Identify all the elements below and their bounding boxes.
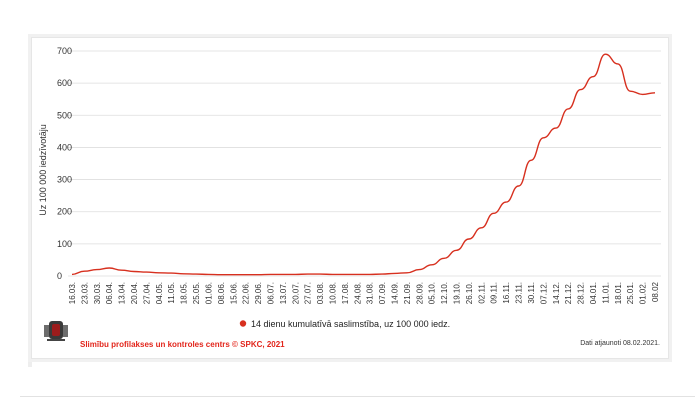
x-tick-label: 08.02 — [651, 281, 660, 302]
divider — [20, 396, 695, 397]
series-line — [71, 53, 656, 276]
x-tick-label: 25.05. — [192, 282, 201, 304]
x-tick-label: 16.03. — [68, 282, 77, 304]
y-tick-labels: 0 100 200 300 400 500 600 700 — [57, 46, 72, 281]
x-tick-label: 14.12. — [552, 282, 561, 304]
y-tick-label: 500 — [57, 110, 72, 120]
x-tick-label: 28.09. — [415, 282, 424, 304]
x-tick-label: 29.06. — [254, 282, 263, 304]
x-tick-label: 11.01. — [601, 282, 610, 304]
x-tick-label: 20.04. — [130, 282, 139, 304]
y-tick-label: 400 — [57, 142, 72, 152]
x-tick-label: 09.11. — [490, 282, 499, 304]
x-tick-label: 11.05. — [167, 282, 176, 304]
x-tick-label: 13.07. — [279, 282, 288, 304]
x-tick-label: 20.07. — [291, 282, 300, 304]
source-credit: Slimību profilakses un kontroles centrs … — [80, 340, 285, 349]
x-tick-label: 12.10. — [440, 282, 449, 304]
x-tick-label: 15.06. — [229, 282, 238, 304]
x-tick-label: 18.05. — [180, 282, 189, 304]
x-tick-label: 30.11. — [527, 282, 536, 304]
y-tick-label: 0 — [57, 271, 62, 281]
x-tick-label: 06.04. — [105, 282, 114, 304]
x-tick-label: 26.10. — [465, 282, 474, 304]
x-tick-label: 18.01. — [614, 282, 623, 304]
x-tick-label: 05.10. — [428, 282, 437, 304]
updated-date: Dati atjaunoti 08.02.2021. — [580, 340, 660, 347]
x-tick-label: 17.08. — [341, 282, 350, 304]
x-tick-label: 28.12. — [577, 282, 586, 304]
y-tick-label: 300 — [57, 175, 72, 185]
x-tick-label: 02.11. — [477, 282, 486, 304]
x-tick-label: 25.01. — [626, 282, 635, 304]
coat-of-arms-icon — [44, 321, 68, 341]
legend-marker — [239, 320, 247, 327]
spkc-logo — [35, 319, 77, 353]
left-shade — [28, 37, 32, 367]
x-tick-labels: 16.03. 23.03. 30.03. 06.04. 13.04. 20.04. 27.0… — [68, 281, 660, 304]
chart-card — [31, 37, 669, 359]
x-tick-label: 14.09. — [391, 282, 400, 304]
x-tick-label: 13.04. — [118, 282, 127, 304]
legend-label: 14 dienu kumulatīvā saslimstība, uz 100 … — [251, 319, 450, 329]
x-tick-label: 22.06. — [242, 282, 251, 304]
x-tick-label: 30.03. — [93, 282, 102, 304]
x-tick-label: 27.07. — [304, 282, 313, 304]
x-tick-label: 23.03. — [80, 282, 89, 304]
legend: 14 dienu kumulatīvā saslimstība, uz 100 … — [239, 319, 450, 329]
x-tick-label: 04.01. — [589, 282, 598, 304]
y-tick-label: 100 — [57, 239, 72, 249]
x-tick-label: 27.04. — [142, 282, 151, 304]
x-tick-label: 07.12. — [539, 282, 548, 304]
x-tick-label: 01.06. — [204, 282, 213, 304]
x-tick-label: 21.12. — [564, 282, 573, 304]
x-tick-label: 01.02. — [639, 282, 648, 304]
x-tick-label: 21.09. — [403, 282, 412, 304]
x-tick-label: 08.06. — [217, 282, 226, 304]
x-tick-label: 19.10. — [453, 282, 462, 304]
x-tick-label: 16.11. — [502, 282, 511, 304]
x-tick-label: 24.08. — [353, 282, 362, 304]
y-axis-label: Uz 100 000 iedzīvotāju — [38, 124, 48, 216]
x-tick-label: 23.11. — [515, 282, 524, 304]
y-tick-label: 200 — [57, 207, 72, 217]
x-tick-label: 06.07. — [266, 282, 275, 304]
x-tick-label: 07.09. — [378, 282, 387, 304]
x-tick-label: 04.05. — [155, 282, 164, 304]
x-tick-label: 31.08. — [366, 282, 375, 304]
y-tick-label: 700 — [57, 46, 72, 56]
x-tick-label: 03.08. — [316, 282, 325, 304]
gridlines — [68, 50, 661, 277]
y-tick-label: 600 — [57, 78, 72, 88]
x-tick-label: 10.08. — [328, 282, 337, 304]
